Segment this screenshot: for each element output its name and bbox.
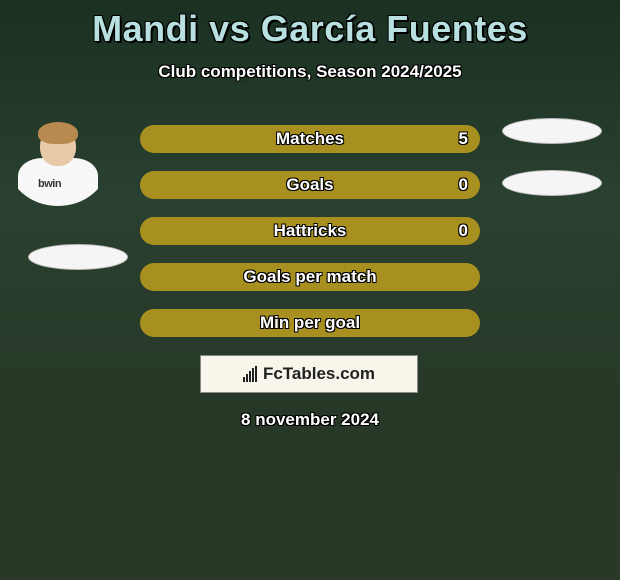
stat-label: Matches [276,129,344,149]
stat-label: Min per goal [260,313,360,333]
page-title: Mandi vs García Fuentes [0,0,620,50]
stat-value: 0 [459,221,468,241]
player-right-column [502,118,602,196]
date-text: 8 november 2024 [0,410,620,430]
logo-text: FcTables.com [263,364,375,384]
stat-value: 0 [459,175,468,195]
subtitle: Club competitions, Season 2024/2025 [0,62,620,82]
player-left-column: bwin [8,120,128,270]
stat-row-matches: Matches 5 [140,125,480,153]
stat-label: Goals per match [243,267,376,287]
stat-row-goals-per-match: Goals per match [140,263,480,291]
bar-chart-icon [243,366,257,382]
stat-row-goals: Goals 0 [140,171,480,199]
stat-row-min-per-goal: Min per goal [140,309,480,337]
player-right-pill-1 [502,118,602,144]
stat-row-hattricks: Hattricks 0 [140,217,480,245]
fctables-logo: FcTables.com [200,355,418,393]
avatar-sponsor-text: bwin [38,178,61,190]
avatar-hair [38,122,78,144]
stat-value: 5 [459,129,468,149]
stat-label: Hattricks [274,221,347,241]
player-right-pill-2 [502,170,602,196]
player-left-avatar: bwin [8,120,108,206]
player-left-name-pill [28,244,128,270]
stat-label: Goals [286,175,333,195]
stat-rows: Matches 5 Goals 0 Hattricks 0 Goals per … [140,125,480,355]
